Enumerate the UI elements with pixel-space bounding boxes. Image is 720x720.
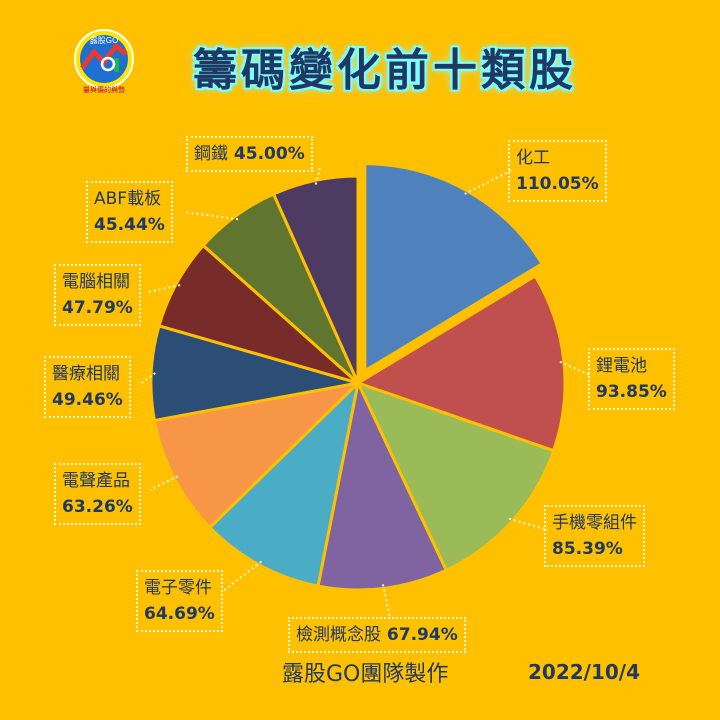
slice-category-label: 鋼鐵 (194, 144, 228, 164)
slice-category-label: 鋰電池 (596, 356, 647, 376)
pie-slice (354, 273, 567, 453)
data-label: 檢測概念股 67.94% (288, 617, 466, 653)
slice-value-label: 85.39% (552, 539, 623, 559)
slice-value-label: 45.00% (233, 144, 305, 164)
slice-value-label: 64.69% (144, 604, 215, 624)
slice-value-label: 47.79% (62, 298, 133, 318)
slice-value-label: 110.05% (516, 174, 599, 194)
pie-slice (152, 380, 363, 530)
slice-category-label: 電聲產品 (62, 471, 130, 491)
pie-slice (271, 174, 360, 384)
slice-value-label: 67.94% (386, 625, 458, 645)
data-label: 電聲產品 63.26% (54, 463, 141, 525)
footer-maker: 露股GO團隊製作 (282, 662, 449, 687)
leader-line (149, 475, 179, 491)
slice-category-label: 電子零件 (144, 578, 212, 598)
slice-value-label: 63.26% (62, 497, 133, 517)
logo: 露股GO 量與價的與勢 (74, 29, 134, 94)
data-label: ABF載板 45.44% (86, 181, 173, 243)
leader-line (147, 284, 181, 293)
data-label: 化工 110.05% (508, 140, 607, 202)
slice-category-label: 手機零組件 (552, 513, 637, 533)
slice-category-label: 檢測概念股 (296, 625, 381, 645)
pie-slice (363, 162, 545, 374)
leader-line (139, 372, 156, 385)
chart-title: 籌碼變化前十類股 (193, 45, 577, 96)
leader-line (559, 360, 593, 377)
slice-category-label: 電腦相關 (62, 272, 130, 292)
pie-slice (355, 380, 556, 573)
data-label: 手機零組件 85.39% (544, 505, 645, 567)
pie-slice (316, 378, 449, 592)
footer-date: 2022/10/4 (528, 660, 641, 684)
slice-value-label: 45.44% (94, 215, 165, 235)
data-label: 電子零件 64.69% (136, 570, 223, 632)
data-label: 電腦相關 47.79% (54, 264, 141, 326)
leader-line (381, 584, 391, 619)
leader-line (508, 517, 549, 531)
slice-category-label: ABF載板 (94, 189, 162, 209)
slice-category-label: 化工 (516, 148, 550, 168)
slice-value-label: 49.46% (52, 390, 123, 410)
pie-slice (207, 378, 361, 588)
data-label: 醫療相關 49.46% (44, 356, 131, 418)
leader-line (221, 560, 262, 593)
slice-category-label: 醫療相關 (52, 364, 120, 384)
logo-caption: 量與價的與勢 (83, 85, 125, 94)
logo-badge: 露股GO (90, 36, 119, 45)
slice-value-label: 93.85% (596, 382, 667, 402)
data-label: 鋼鐵 45.00% (186, 136, 313, 172)
data-label: 鋰電池 93.85% (588, 348, 675, 410)
leader-line (183, 211, 239, 221)
leader-line (464, 169, 513, 195)
